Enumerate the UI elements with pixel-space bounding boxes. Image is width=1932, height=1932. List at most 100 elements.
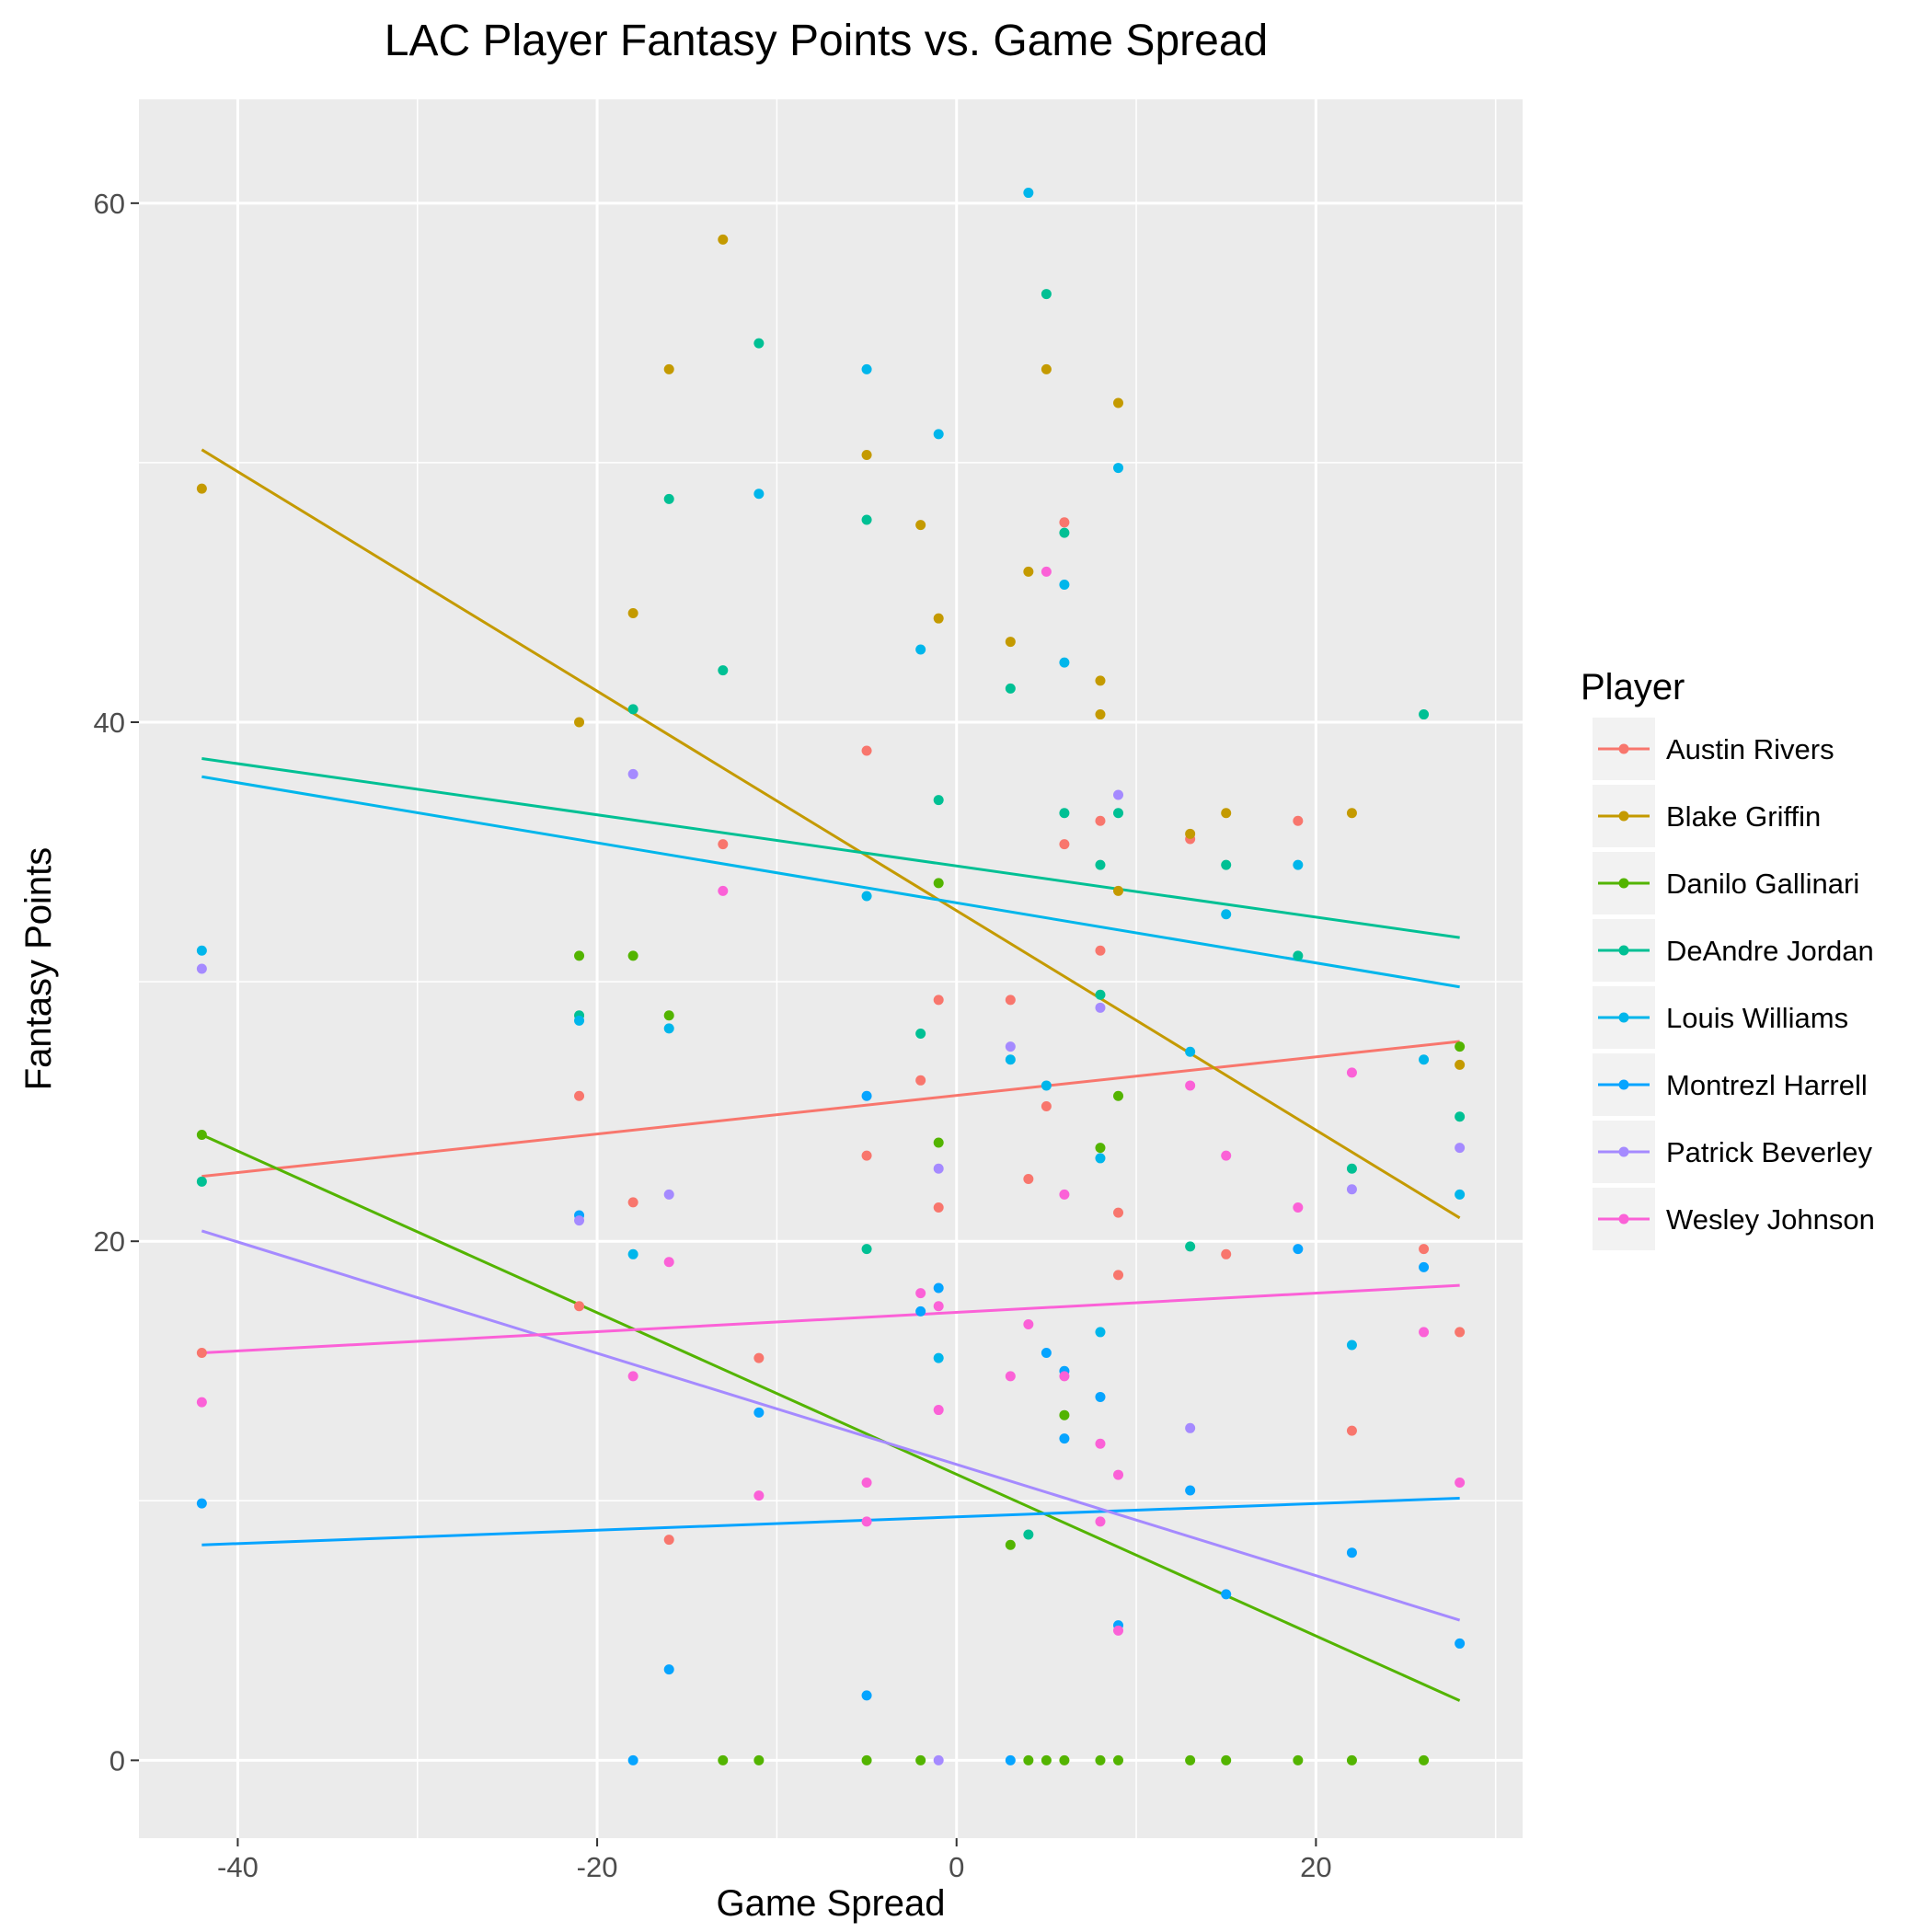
point-patrick-beverley	[574, 1215, 585, 1226]
trendline-danilo-gallinari	[201, 1133, 1461, 1702]
point-blake-griffin	[196, 483, 207, 494]
point-montrezl-harrell	[1346, 1547, 1357, 1558]
point-montrezl-harrell	[1455, 1638, 1466, 1649]
point-louis-williams	[1095, 1327, 1106, 1338]
point-blake-griffin	[1041, 363, 1052, 374]
point-austin-rivers	[1059, 839, 1070, 850]
point-danilo-gallinari	[1023, 1754, 1034, 1765]
point-montrezl-harrell	[1005, 1754, 1016, 1765]
point-blake-griffin	[718, 234, 729, 245]
y-axis: 0 20 40 60	[94, 188, 139, 1777]
point-wesley-johnson	[1059, 1189, 1070, 1200]
point-deandre-jordan	[627, 704, 638, 715]
point-louis-williams	[933, 429, 944, 440]
point-montrezl-harrell	[196, 1498, 207, 1509]
point-austin-rivers	[1346, 1425, 1357, 1436]
y-tick-label: 0	[109, 1744, 125, 1777]
point-deandre-jordan	[861, 514, 872, 525]
point-deandre-jordan	[1221, 859, 1232, 870]
point-danilo-gallinari	[627, 950, 638, 961]
point-louis-williams	[574, 1015, 585, 1026]
point-danilo-gallinari	[1095, 1754, 1106, 1765]
point-blake-griffin	[627, 608, 638, 619]
grid-major	[139, 99, 1523, 1838]
point-austin-rivers	[933, 1202, 944, 1213]
point-louis-williams	[753, 489, 765, 500]
point-montrezl-harrell	[627, 1754, 638, 1765]
point-louis-williams	[1041, 1080, 1052, 1091]
point-wesley-johnson	[1419, 1327, 1430, 1338]
point-wesley-johnson	[933, 1301, 944, 1312]
point-patrick-beverley	[663, 1189, 674, 1200]
point-wesley-johnson	[753, 1490, 765, 1501]
x-tick-label: 20	[1300, 1851, 1331, 1883]
point-patrick-beverley	[1113, 789, 1124, 800]
trendline-montrezl-harrell	[201, 1496, 1460, 1547]
point-wesley-johnson	[1221, 1150, 1232, 1161]
x-axis-title: Game Spread	[716, 1883, 945, 1924]
point-blake-griffin	[1346, 808, 1357, 819]
point-louis-williams	[861, 363, 872, 374]
point-danilo-gallinari	[1346, 1754, 1357, 1765]
x-tick-label: -40	[217, 1851, 259, 1883]
point-deandre-jordan	[1455, 1111, 1466, 1122]
point-patrick-beverley	[1185, 1422, 1196, 1433]
point-austin-rivers	[1095, 945, 1106, 956]
point-wesley-johnson	[1059, 1371, 1070, 1382]
point-montrezl-harrell	[1095, 1391, 1106, 1402]
point-montrezl-harrell	[1293, 1244, 1304, 1255]
legend-dot-montrezl-harrell	[1618, 1079, 1629, 1090]
point-austin-rivers	[753, 1352, 765, 1363]
point-danilo-gallinari	[915, 1754, 926, 1765]
point-deandre-jordan	[1185, 1241, 1196, 1252]
point-blake-griffin	[1005, 637, 1016, 648]
point-danilo-gallinari	[663, 1010, 674, 1021]
point-patrick-beverley	[1346, 1184, 1357, 1195]
point-deandre-jordan	[718, 665, 729, 676]
point-patrick-beverley	[1455, 1143, 1466, 1154]
point-austin-rivers	[861, 745, 872, 756]
chart-title: LAC Player Fantasy Points vs. Game Sprea…	[385, 17, 1268, 65]
point-deandre-jordan	[1113, 808, 1124, 819]
point-danilo-gallinari	[933, 878, 944, 889]
point-wesley-johnson	[663, 1257, 674, 1268]
legend-label-wesley-johnson: Wesley Johnson	[1666, 1203, 1875, 1236]
point-louis-williams	[1059, 657, 1070, 668]
legend-label-austin-rivers: Austin Rivers	[1666, 733, 1834, 765]
legend-label-louis-williams: Louis Williams	[1666, 1002, 1848, 1034]
point-danilo-gallinari	[574, 950, 585, 961]
trendline-deandre-jordan	[201, 757, 1460, 939]
point-danilo-gallinari	[1059, 1409, 1070, 1420]
point-montrezl-harrell	[1419, 1261, 1430, 1272]
point-austin-rivers	[915, 1075, 926, 1086]
point-wesley-johnson	[627, 1371, 638, 1382]
trendlines	[201, 448, 1461, 1702]
point-montrezl-harrell	[1221, 1589, 1232, 1600]
point-wesley-johnson	[915, 1288, 926, 1299]
point-austin-rivers	[1113, 1270, 1124, 1281]
point-blake-griffin	[1113, 397, 1124, 408]
point-wesley-johnson	[1095, 1438, 1106, 1449]
point-austin-rivers	[1419, 1244, 1430, 1255]
point-austin-rivers	[933, 995, 944, 1006]
point-montrezl-harrell	[933, 1282, 944, 1294]
point-danilo-gallinari	[1293, 1754, 1304, 1765]
point-blake-griffin	[861, 449, 872, 460]
legend-title: Player	[1581, 667, 1685, 707]
point-austin-rivers	[718, 839, 729, 850]
point-austin-rivers	[1293, 815, 1304, 826]
point-patrick-beverley	[933, 1754, 944, 1765]
point-austin-rivers	[574, 1301, 585, 1312]
trendline-louis-williams	[201, 775, 1460, 989]
point-blake-griffin	[1095, 675, 1106, 686]
plot-panel	[139, 99, 1523, 1838]
x-tick-label: 0	[949, 1851, 964, 1883]
point-louis-williams	[1455, 1189, 1466, 1200]
point-deandre-jordan	[1293, 950, 1304, 961]
point-louis-williams	[861, 891, 872, 902]
data-points	[196, 188, 1466, 1765]
y-tick-label: 40	[94, 707, 125, 739]
point-louis-williams	[915, 644, 926, 655]
point-wesley-johnson	[1455, 1478, 1466, 1489]
